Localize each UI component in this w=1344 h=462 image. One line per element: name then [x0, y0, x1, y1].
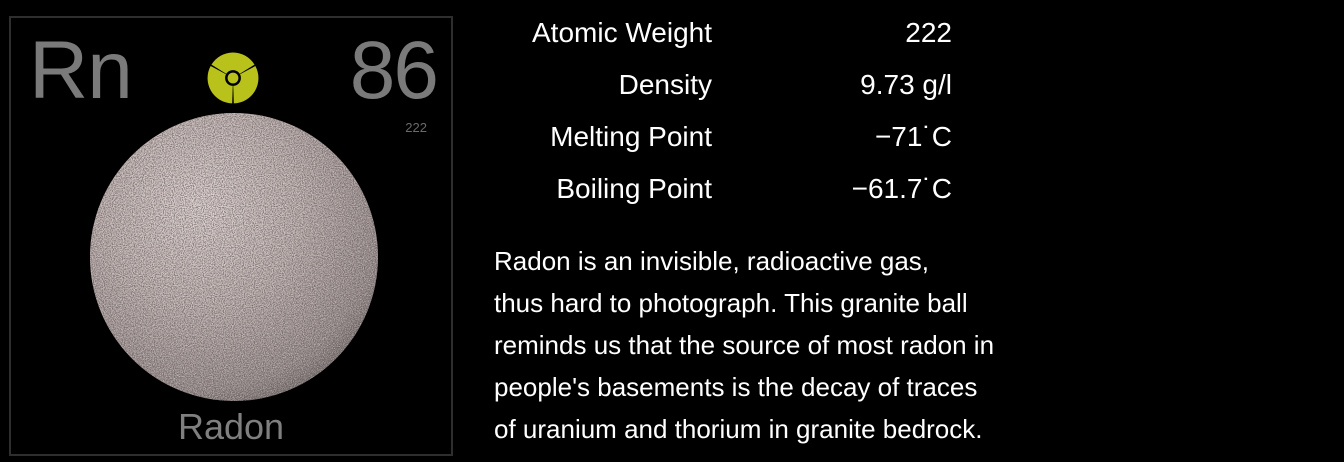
property-row-boiling-point: Boiling Point −61.7˙C: [470, 168, 970, 220]
property-label: Atomic Weight: [532, 17, 712, 48]
radiation-hazard-icon: [207, 52, 259, 104]
granite-ball-photo: [90, 113, 378, 401]
property-value: 222: [905, 17, 952, 48]
element-tile: Rn 86 222: [9, 16, 453, 456]
description-line: Radon is an invisible, radioactive gas,: [494, 246, 930, 276]
property-label: Melting Point: [550, 121, 712, 152]
property-label: Boiling Point: [556, 173, 712, 204]
description-line: thus hard to photograph. This granite ba…: [494, 288, 968, 318]
property-row-melting-point: Melting Point −71˙C: [470, 116, 970, 168]
atomic-mass-label: 222: [405, 120, 427, 135]
property-value: −71˙C: [874, 121, 952, 152]
properties-table: Atomic Weight 222 Density 9.73 g/l Melti…: [470, 12, 970, 220]
property-label: Density: [618, 69, 712, 100]
property-row-density: Density 9.73 g/l: [470, 64, 970, 116]
element-description: Radon is an invisible, radioactive gas, …: [494, 240, 1194, 450]
atomic-number: 86: [349, 25, 439, 116]
property-value: 9.73 g/l: [860, 69, 952, 100]
description-line: people's basements is the decay of trace…: [494, 372, 978, 402]
description-line: of uranium and thorium in granite bedroc…: [494, 414, 983, 444]
element-symbol: Rn: [29, 25, 133, 116]
property-value: −61.7˙C: [851, 173, 952, 204]
description-line: reminds us that the source of most radon…: [494, 330, 995, 360]
element-name: Radon: [177, 406, 285, 447]
property-row-atomic-weight: Atomic Weight 222: [470, 12, 970, 64]
